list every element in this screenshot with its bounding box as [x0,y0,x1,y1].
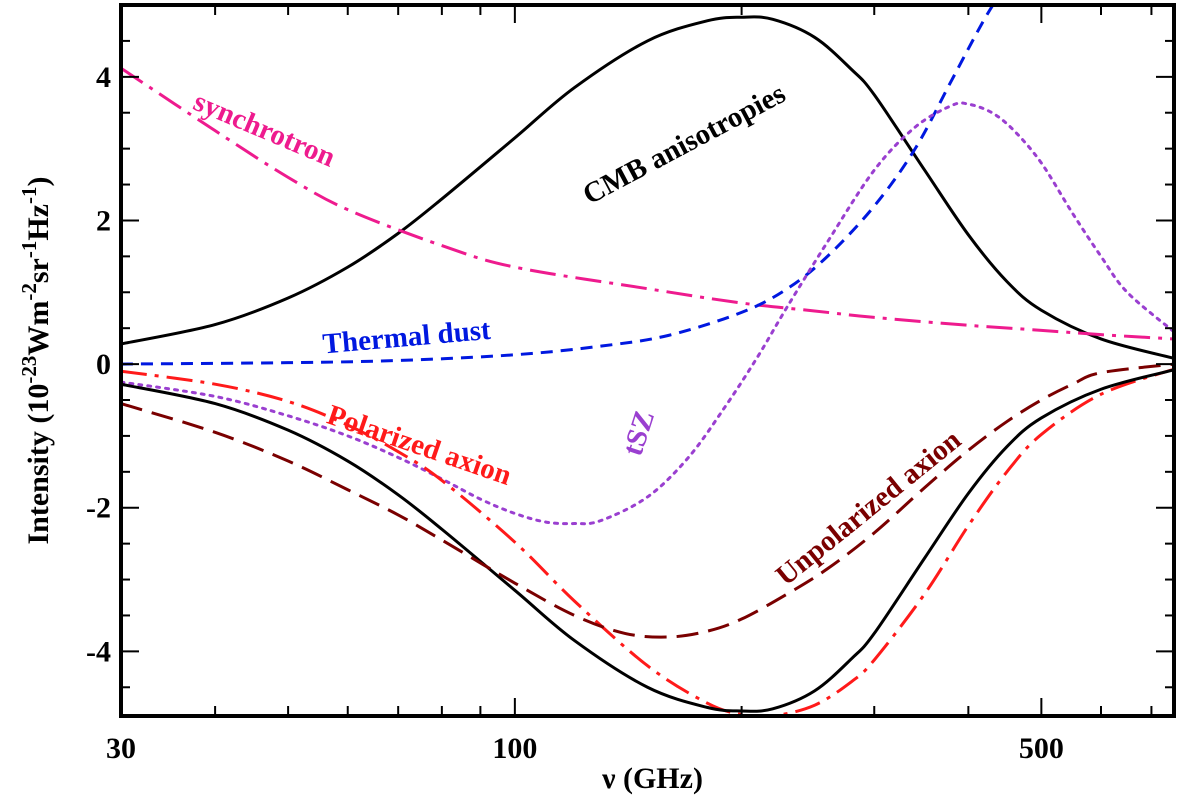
x-tick-label: 100 [492,732,537,765]
axes-layer: 30 100 500 -4 -2 0 2 4 [86,3,1176,765]
x-axis-label: ν (GHz) [601,762,703,795]
series-line-cmb-anisotropies [121,15,1174,360]
y-axis-label-exponent: -2 [17,283,41,301]
series-line-unpolarized-axion [121,362,1174,639]
series-line-tsz [121,101,1174,526]
series-label-thermal-dust: Thermal dust [321,314,492,361]
y-axis-label-part: Hz [22,204,55,241]
y-tick-label: -2 [86,492,111,525]
x-tick-label: 500 [1019,732,1064,765]
series-line-synchrotron [121,66,1174,341]
series-label-tsz: tSZ [617,407,661,460]
y-tick-label: -4 [86,635,111,668]
y-axis-label-exponent: -1 [17,241,41,259]
y-tick-label: 4 [96,61,111,94]
series-line-thermal-dust [121,5,995,366]
y-axis-label-exponent: -23 [17,356,41,384]
series-label-unpolarized-axion: Unpolarized axion [770,424,967,592]
y-tick-label: 2 [96,204,111,237]
y-axis-label-part: Intensity (10 [22,384,55,545]
series-label-cmb-anisotropies: CMB anisotropies [578,78,791,212]
y-axis-label-exponent: -1 [17,187,41,205]
series-line-polarized-axion [121,367,1174,716]
series-label-polarized-axion: Polarized axion [323,399,515,492]
plot-frame [119,3,1176,718]
x-tick-label: 30 [106,732,136,765]
y-axis-label-part: ) [22,177,55,187]
y-tick-label: 0 [96,348,111,381]
y-axis-label-part: Wm [22,301,55,356]
series-line-cmb-negative [121,368,1174,713]
series-layer [121,5,1174,716]
y-axis-label: Intensity (10-23Wm-2sr-1Hz-1) [17,177,55,545]
y-axis-label-part: sr [22,258,55,283]
